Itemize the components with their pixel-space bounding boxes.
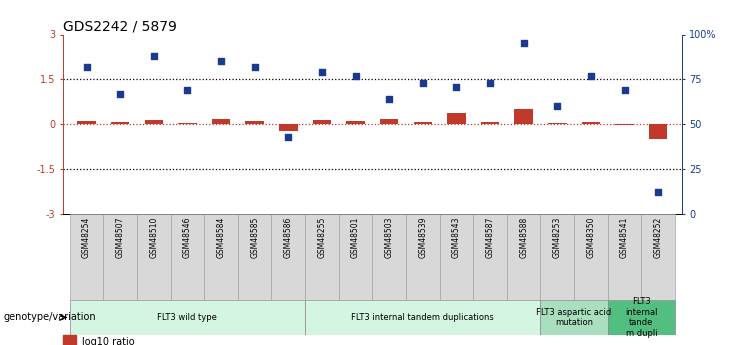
Point (619, 87, 631, 93)
Bar (77, 121, 96, 124)
Bar (447, 113, 465, 124)
Point (518, 41, 530, 46)
Point (215, 59, 227, 64)
Text: log10 ratio: log10 ratio (82, 337, 134, 345)
Bar (245, 121, 264, 124)
Point (81, 64, 93, 70)
Bar (540, 214, 574, 300)
Bar (238, 214, 271, 300)
Bar (70, 214, 103, 300)
Bar (111, 122, 130, 124)
Text: FLT3 internal tandem duplications: FLT3 internal tandem duplications (351, 313, 494, 322)
Text: GSM48585: GSM48585 (250, 217, 259, 258)
Text: GSM48501: GSM48501 (351, 217, 360, 258)
Bar (212, 119, 230, 124)
Bar (608, 300, 675, 335)
Point (114, 91, 126, 97)
Bar (313, 120, 331, 124)
Bar (70, 300, 305, 335)
Point (316, 69, 328, 75)
Bar (514, 109, 533, 124)
Bar (642, 214, 675, 300)
Text: GSM48584: GSM48584 (216, 217, 225, 258)
Bar (279, 124, 298, 131)
Text: GSM48586: GSM48586 (284, 217, 293, 258)
Text: GSM48588: GSM48588 (519, 217, 528, 258)
Text: GSM48510: GSM48510 (149, 217, 159, 258)
Bar (406, 214, 439, 300)
Bar (439, 214, 473, 300)
Point (451, 84, 462, 89)
Text: FLT3
internal
tande
m dupli: FLT3 internal tande m dupli (625, 297, 657, 337)
Bar (170, 214, 205, 300)
Text: GSM48503: GSM48503 (385, 217, 393, 258)
Text: FLT3 wild type: FLT3 wild type (158, 313, 217, 322)
Bar (481, 122, 499, 124)
Bar (205, 214, 238, 300)
Text: GSM48252: GSM48252 (654, 217, 662, 258)
Bar (103, 214, 137, 300)
Point (383, 96, 395, 102)
Point (585, 73, 597, 79)
Bar (608, 214, 642, 300)
Bar (574, 214, 608, 300)
Text: GSM48543: GSM48543 (452, 217, 461, 258)
Point (350, 73, 362, 79)
Bar (473, 214, 507, 300)
Point (249, 64, 261, 70)
Point (182, 87, 193, 93)
Bar (137, 214, 170, 300)
Text: FLT3 aspartic acid
mutation: FLT3 aspartic acid mutation (536, 308, 612, 327)
Bar (339, 214, 373, 300)
Point (652, 190, 664, 195)
Bar (413, 122, 432, 124)
Bar (548, 123, 567, 124)
Text: GDS2242 / 5879: GDS2242 / 5879 (63, 19, 177, 33)
Bar (540, 300, 608, 335)
Bar (615, 124, 634, 125)
Text: GSM48539: GSM48539 (418, 217, 428, 258)
Point (551, 104, 563, 109)
Bar (178, 123, 196, 124)
Bar (305, 214, 339, 300)
Bar (380, 119, 399, 124)
Point (484, 80, 496, 86)
Text: genotype/variation: genotype/variation (4, 313, 96, 322)
Point (417, 80, 429, 86)
Bar (373, 214, 406, 300)
Text: GSM48255: GSM48255 (317, 217, 327, 258)
Text: GSM48254: GSM48254 (82, 217, 91, 258)
Text: GSM48587: GSM48587 (485, 217, 494, 258)
Bar (144, 120, 163, 124)
Text: GSM48541: GSM48541 (620, 217, 629, 258)
Bar (649, 124, 668, 139)
Text: GSM48507: GSM48507 (116, 217, 124, 258)
Bar (305, 300, 540, 335)
Text: GSM48350: GSM48350 (586, 217, 596, 258)
Bar (582, 122, 600, 124)
Bar (346, 121, 365, 124)
Bar (271, 214, 305, 300)
Point (282, 134, 294, 139)
Text: GSM48253: GSM48253 (553, 217, 562, 258)
Point (148, 53, 160, 59)
Bar (507, 214, 540, 300)
Text: GSM48546: GSM48546 (183, 217, 192, 258)
